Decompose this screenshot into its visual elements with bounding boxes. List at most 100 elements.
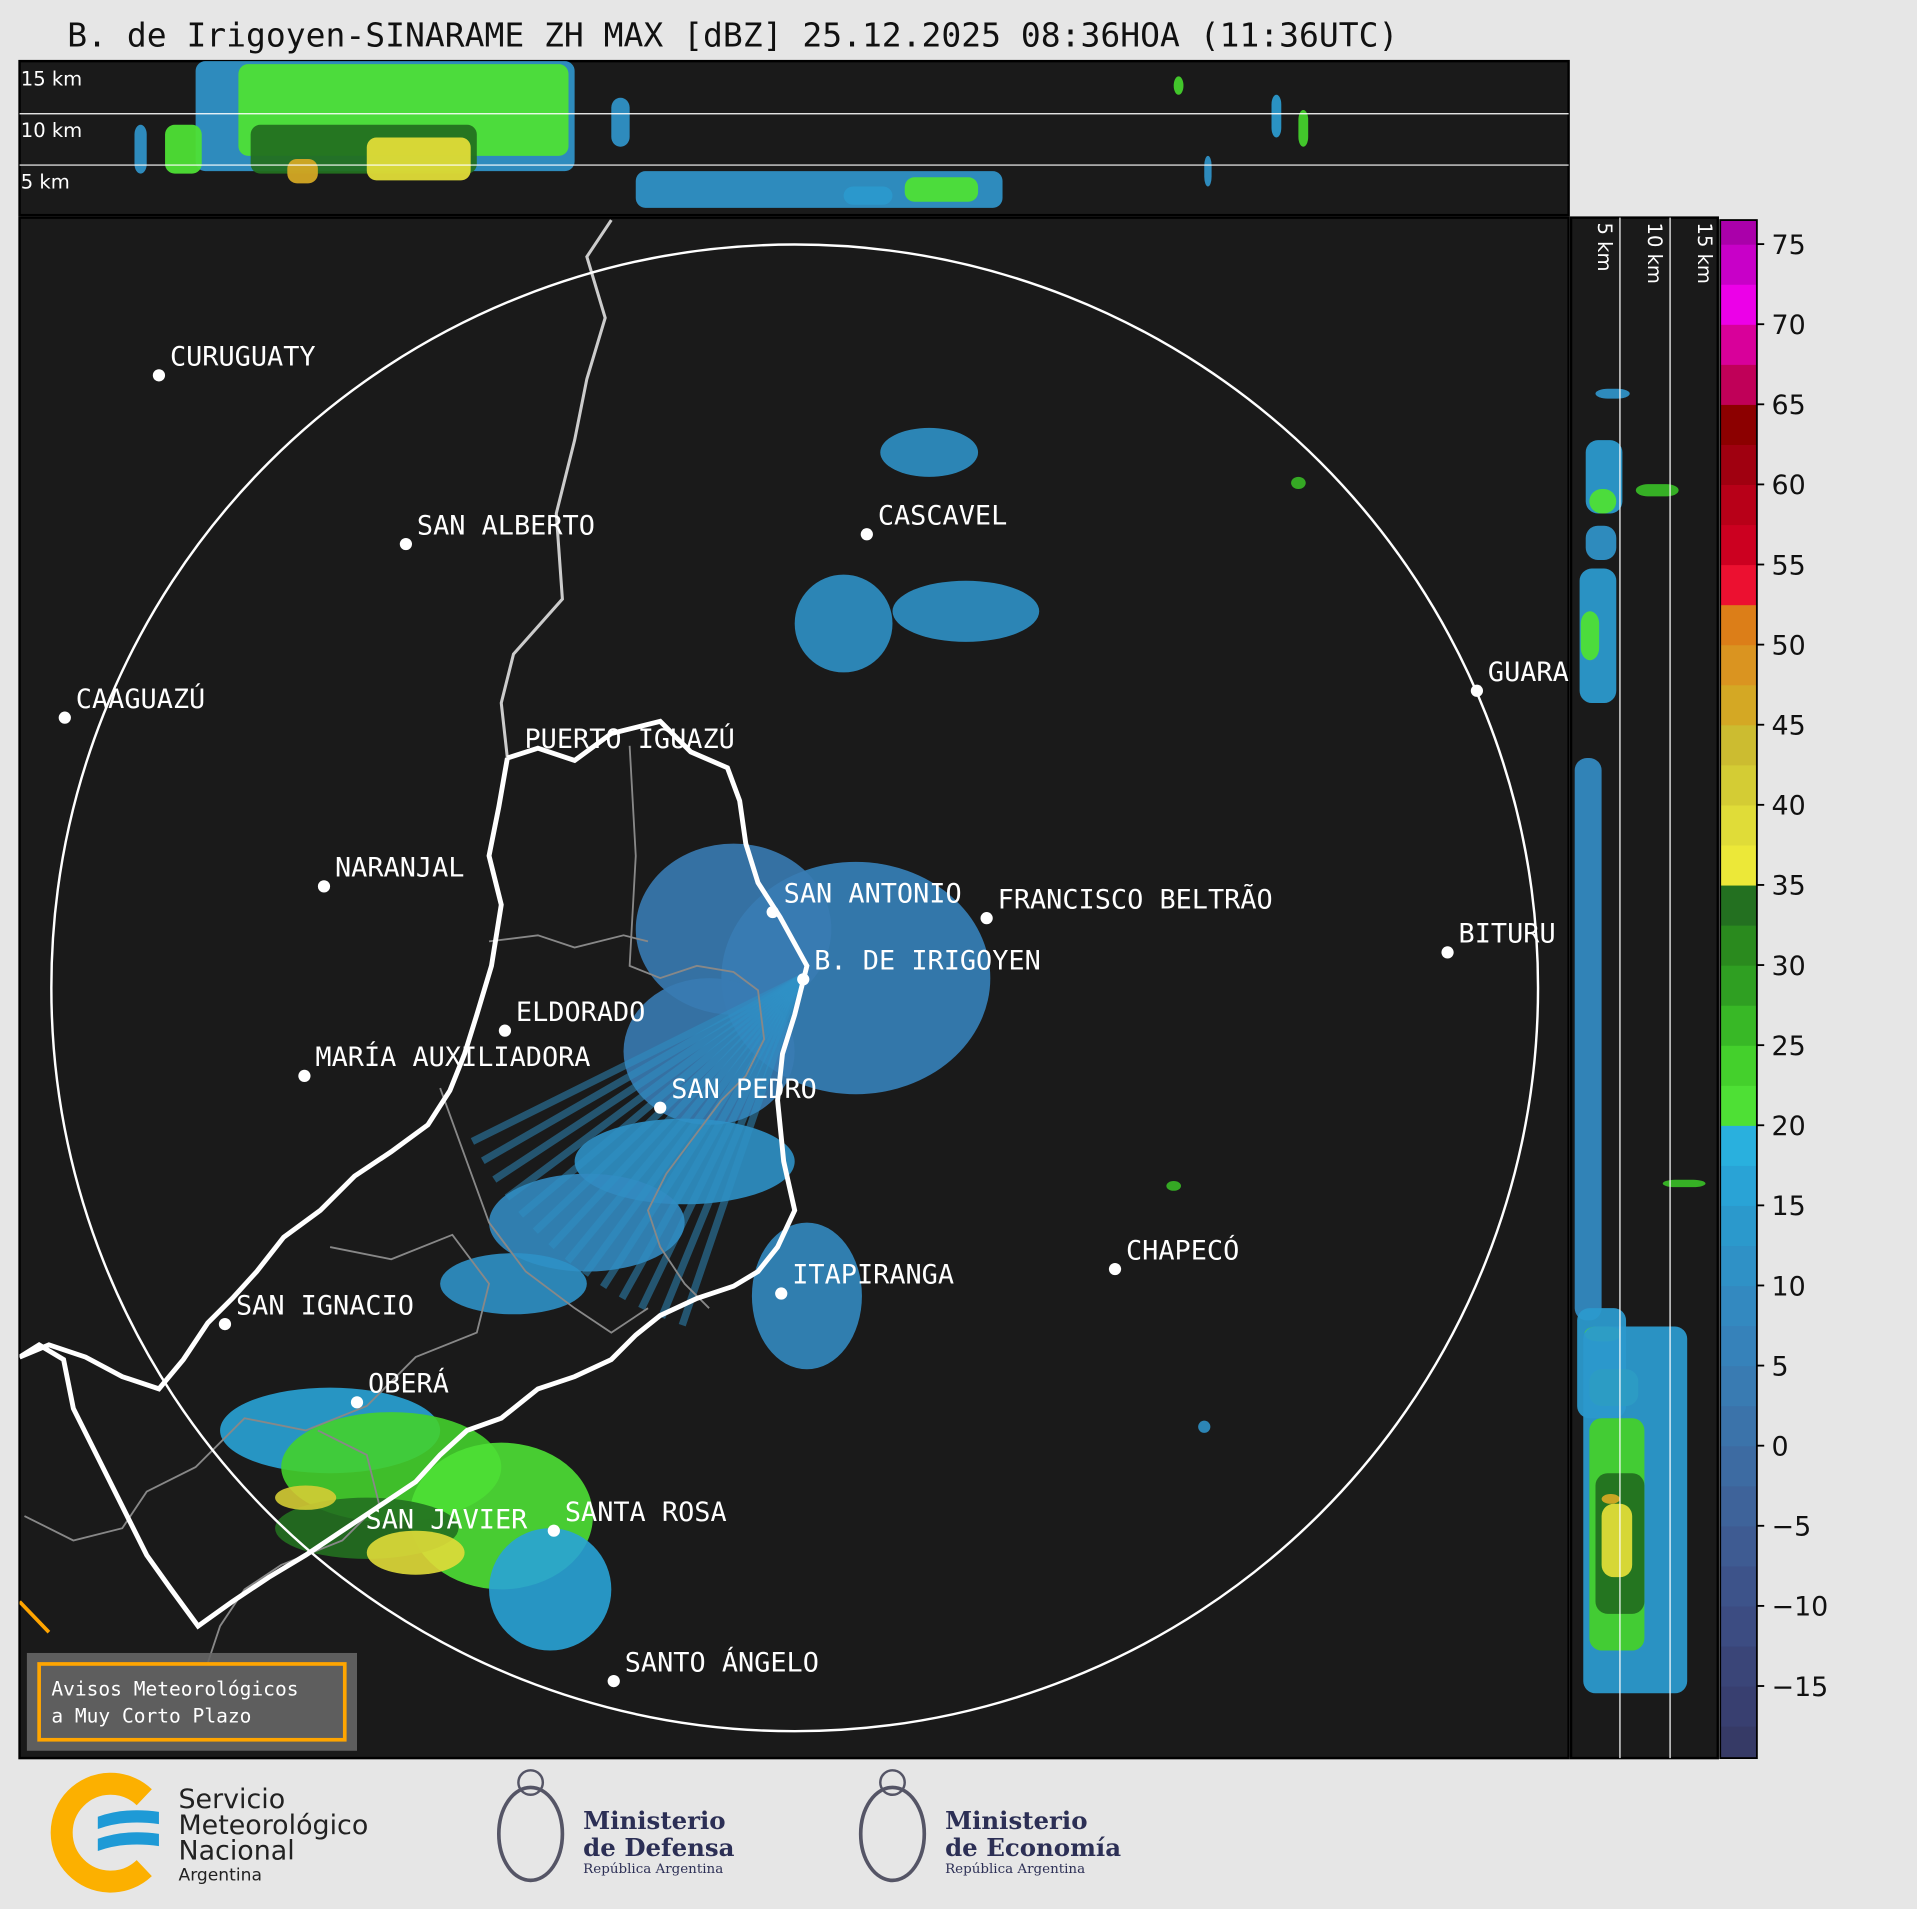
city-label: SAN PEDRO: [671, 1074, 817, 1105]
city-label: ITAPIRANGA: [792, 1260, 954, 1291]
city-marker: SAN ANTONIO: [766, 878, 962, 919]
warning-box[interactable]: Avisos Meteorológicos a Muy Corto Plazo: [26, 1652, 357, 1751]
city-label: CASCAVEL: [878, 500, 1007, 531]
city-label: B. DE IRIGOYEN: [814, 946, 1041, 977]
height-label: 5 km: [21, 170, 70, 193]
colorbar-band: [1720, 1205, 1757, 1247]
colorbar-tick-label: 15: [1772, 1191, 1806, 1222]
city-label: CHAPECÓ: [1126, 1234, 1239, 1266]
colorbar-band: [1720, 1365, 1757, 1407]
echo-cell: [1198, 1420, 1211, 1433]
colorbar-band: [1720, 1165, 1757, 1206]
city-dot: [860, 528, 873, 541]
city-dot: [1441, 946, 1454, 959]
smn-logo: Servicio Meteorológico Nacional Argentin…: [50, 1772, 368, 1893]
echo-cell: [1595, 388, 1630, 399]
city-marker: SAN IGNACIO: [218, 1290, 414, 1331]
city-dot: [350, 1396, 364, 1409]
colorbar-band: [1720, 444, 1757, 486]
city-marker: CAAGUAZÚ: [58, 683, 205, 724]
colorbar-band: [1720, 364, 1757, 405]
radar-map[interactable]: CURUGUATY SAN ALBERTO CAAGUAZÚ CASCAVEL PUER…: [18, 216, 1570, 1760]
echo-cell: [751, 1222, 862, 1370]
echo-cell: [1585, 525, 1617, 560]
city-marker: CURUGUATY: [152, 342, 316, 382]
echo-cell: [1166, 1181, 1182, 1191]
city-dot: [980, 912, 993, 925]
height-label: 10 km: [1643, 223, 1666, 284]
echo-cell: [794, 574, 893, 673]
city-dot: [1470, 684, 1484, 697]
colorbar-band: [1720, 1125, 1757, 1166]
svg-text:Ministerio: Ministerio: [583, 1806, 725, 1835]
figure-title: B. de Irigoyen-SINARAME ZH MAX [dBZ] 25.…: [67, 15, 1398, 54]
echo-cell: [134, 124, 147, 174]
colorbar-band: [1720, 1445, 1757, 1487]
country-border: [19, 718, 810, 1630]
svg-text:Meteorológico: Meteorológico: [178, 1810, 368, 1841]
colorbar-tick-label: 75: [1772, 230, 1806, 261]
city-marker: CHAPECÓ: [1108, 1234, 1239, 1276]
city-label: SANTA ROSA: [565, 1497, 727, 1528]
colorbar-band: [1720, 1325, 1757, 1367]
colorbar-band: [1720, 1285, 1757, 1327]
colorbar-band: [1720, 1525, 1757, 1567]
colorbar-band: [1720, 1645, 1757, 1687]
colorbar-tick-label: 45: [1772, 711, 1806, 742]
colorbar-band: [1720, 844, 1757, 886]
echo-cell: [635, 843, 832, 1015]
colorbar-band: [1720, 1565, 1757, 1607]
colorbar-band: [1720, 724, 1757, 766]
echo-cell: [611, 97, 630, 147]
svg-text:de Economía: de Economía: [945, 1833, 1121, 1862]
city-marker: OBERÁ: [350, 1368, 449, 1409]
city-labels: CURUGUATY SAN ALBERTO CAAGUAZÚ CASCAVEL PUER…: [58, 342, 1569, 1688]
svg-text:República Argentina: República Argentina: [945, 1862, 1085, 1877]
city-dot: [58, 711, 71, 724]
city-dot: [766, 905, 779, 919]
city-label: OBERÁ: [368, 1368, 449, 1400]
city-label: GUARA: [1488, 657, 1569, 688]
city-label: CAAGUAZÚ: [76, 683, 205, 715]
colorbar-tick-label: 60: [1772, 470, 1806, 501]
colorbar-tick-label: 30: [1772, 951, 1806, 982]
svg-text:Nacional: Nacional: [178, 1836, 294, 1867]
city-dot: [607, 1674, 620, 1688]
orange-warning-line: [19, 1600, 51, 1634]
city-marker: SAN ALBERTO: [399, 510, 595, 551]
city-marker: FRANCISCO BELTRÃO: [980, 883, 1273, 925]
colorbar-tick-label: 50: [1772, 630, 1806, 661]
city-dot: [775, 1287, 788, 1300]
colorbar-band: [1720, 1605, 1757, 1647]
colorbar-band: [1720, 764, 1757, 806]
city-label: SAN JAVIER: [366, 1504, 529, 1535]
city-marker: ELDORADO: [498, 997, 645, 1037]
svg-text:República Argentina: República Argentina: [583, 1862, 723, 1877]
echo-cell: [1291, 476, 1306, 490]
city-marker: PUERTO IGUAZÚ: [524, 723, 734, 755]
echo-cell: [1601, 1503, 1633, 1578]
city-marker: SANTO ÁNGELO: [607, 1646, 819, 1688]
echo-cell: [366, 1530, 465, 1575]
city-dot: [654, 1101, 667, 1114]
echo-cell: [1298, 110, 1309, 147]
echo-cell: [1271, 94, 1282, 138]
country-border: [19, 757, 510, 1392]
city-dot: [399, 537, 413, 551]
city-marker: GUARA: [1470, 657, 1569, 697]
city-label: NARANJAL: [335, 853, 464, 884]
echo-cell: [1580, 611, 1600, 661]
svg-text:Argentina: Argentina: [178, 1865, 261, 1885]
colorbar-band: [1720, 924, 1757, 966]
city-label: ELDORADO: [516, 997, 645, 1028]
colorbar-band: [1720, 1085, 1757, 1126]
city-marker: SANTA ROSA: [547, 1497, 727, 1537]
colorbar-tick-label: 70: [1772, 310, 1806, 341]
colorbar-tick-label: 5: [1772, 1351, 1789, 1382]
city-marker: B. DE IRIGOYEN: [797, 946, 1041, 986]
colorbar-band: [1720, 1485, 1757, 1527]
colorbar-band: [1720, 1726, 1757, 1759]
colorbar-band: [1720, 404, 1757, 445]
echo-cell: [440, 1253, 587, 1315]
colorbar-band: [1720, 965, 1757, 1006]
